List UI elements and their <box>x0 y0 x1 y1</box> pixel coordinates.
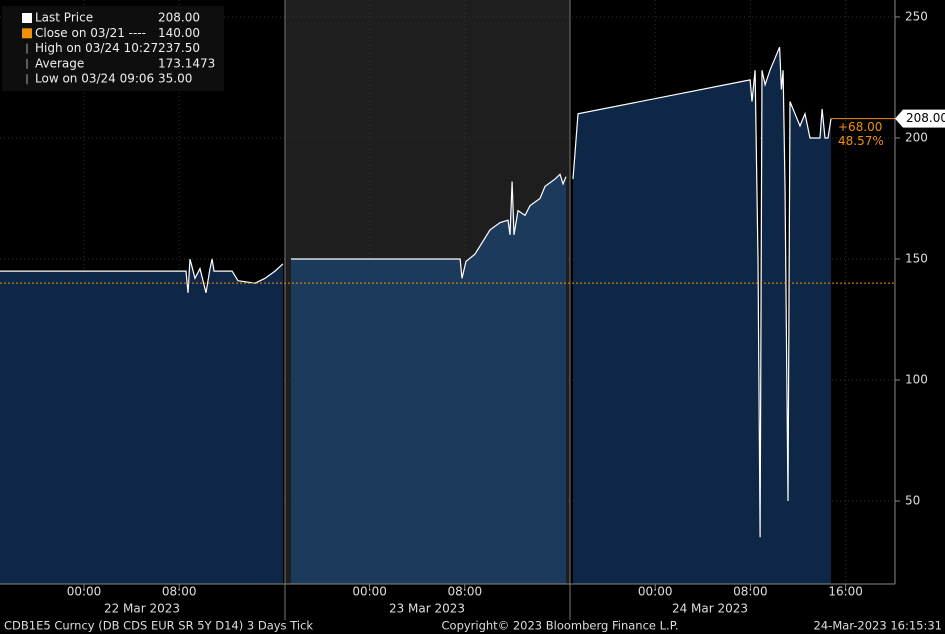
x-tick-label: 08:00 <box>448 585 483 599</box>
x-tick-label: 00:00 <box>352 585 387 599</box>
area <box>573 47 831 584</box>
legend-swatch <box>22 13 32 23</box>
legend-name: Close on 03/21 ---- <box>35 26 146 40</box>
y-tick-label: 100 <box>905 372 928 386</box>
area <box>0 259 283 584</box>
plot <box>0 0 895 585</box>
legend-value: 173.1473 <box>158 56 215 70</box>
footer-center: Copyright© 2023 Bloomberg Finance L.P. <box>442 619 679 633</box>
legend-value: 140.00 <box>158 26 200 40</box>
area <box>291 174 566 585</box>
day-label: 22 Mar 2023 <box>104 602 180 616</box>
legend-value: 237.50 <box>158 41 200 55</box>
legend-name: High on 03/24 10:27 <box>35 41 158 55</box>
x-tick-label: 16:00 <box>828 585 863 599</box>
x-tick-label: 08:00 <box>162 585 197 599</box>
x-tick-label: 08:00 <box>733 585 768 599</box>
line <box>0 258 284 293</box>
day-label: 23 Mar 2023 <box>389 602 465 616</box>
legend-name: Low on 03/24 09:06 <box>35 72 154 86</box>
legend-name: Average <box>35 56 84 70</box>
legend-box <box>2 6 224 91</box>
legend-name: Last Price <box>35 11 93 25</box>
last-price-pointer <box>895 109 903 128</box>
y-tick-label: 200 <box>905 130 928 144</box>
footer-left: CDB1E5 Curncy (DB CDS EUR SR 5Y D14) 3 D… <box>4 619 313 633</box>
last-price-label: 208.00 <box>906 111 945 125</box>
line <box>291 173 567 279</box>
y-tick-label: 50 <box>905 493 920 507</box>
line <box>572 46 832 538</box>
change: +68.00 <box>838 120 882 134</box>
day-label: 24 Mar 2023 <box>672 602 748 616</box>
y-tick-label: 150 <box>905 251 928 265</box>
footer-right: 24-Mar-2023 16:15:31 <box>814 619 942 633</box>
x-tick-label: 00:00 <box>67 585 102 599</box>
x-tick-label: 00:00 <box>638 585 673 599</box>
change-pct: 48.57% <box>838 134 884 148</box>
legend-value: 35.00 <box>158 72 192 86</box>
legend-value: 208.00 <box>158 11 200 25</box>
last-price-tag <box>903 109 945 128</box>
y-tick-label: 250 <box>905 9 928 23</box>
legend-swatch <box>22 28 32 39</box>
